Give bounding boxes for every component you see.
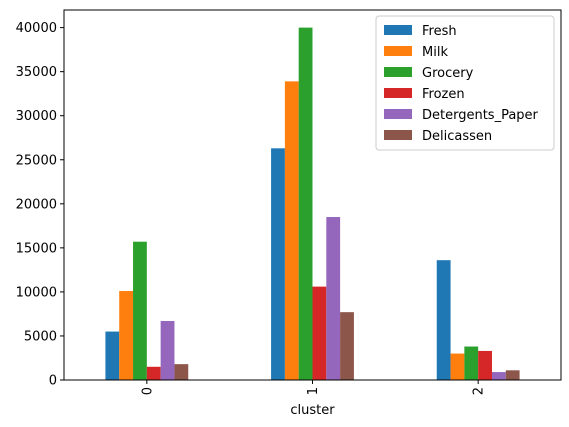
x-tick-label: 0 [140,387,155,395]
bar-fresh-cluster-1 [271,148,285,380]
legend-label: Grocery [422,66,474,81]
x-axis: 0 1 2 [140,380,487,395]
y-tick-label: 5000 [24,329,57,344]
y-tick-label: 25000 [16,153,57,168]
y-tick-label: 30000 [16,109,57,124]
bar-frozen-cluster-0 [146,366,161,380]
legend-label: Fresh [422,24,457,39]
legend-label: Detergents_Paper [422,108,539,123]
bar-detergents-paper-cluster-0 [160,320,175,380]
bar-delicassen-cluster-1 [340,312,354,380]
legend-swatch [384,88,412,98]
y-tick-label: 35000 [16,65,57,80]
y-tick-label: 40000 [16,21,57,36]
legend-box [375,15,555,151]
plot-area [105,27,520,381]
legend-label: Milk [422,45,448,60]
bar-grocery-cluster-2 [464,346,479,380]
legend-label: Frozen [422,87,465,102]
legend-swatch [384,46,412,56]
bar-fresh-cluster-0 [105,331,120,380]
y-tick-label: 10000 [16,285,57,300]
bar-milk-cluster-0 [119,291,134,380]
bar-milk-cluster-2 [450,353,465,380]
bar-detergents-paper-cluster-2 [491,372,506,380]
legend-label: Delicassen [422,129,492,144]
bar-frozen-cluster-2 [478,350,492,380]
bar-delicassen-cluster-2 [505,370,520,380]
bar-frozen-cluster-1 [312,286,327,380]
bar-delicassen-cluster-0 [174,364,189,380]
y-tick-label: 0 [49,374,57,389]
bar-detergents-paper-cluster-1 [326,217,341,380]
bar-grocery-cluster-1 [298,27,313,381]
legend-swatch [384,67,412,77]
legend-swatch [384,130,412,140]
legend-swatch [384,25,412,35]
x-tick-label: 2 [472,387,487,395]
x-axis-title: cluster [290,403,335,418]
y-tick-label: 20000 [16,197,57,212]
bar-milk-cluster-1 [284,81,299,381]
bar-fresh-cluster-2 [436,260,451,380]
y-tick-label: 15000 [16,241,57,256]
bar-grocery-cluster-0 [133,241,147,380]
x-tick-label: 1 [306,387,321,395]
legend: Fresh Milk Grocery Frozen Detergents_Paper De… [375,15,555,151]
y-axis: 0 5000 10000 15000 20000 25000 30000 35000 40000 [16,21,64,389]
legend-swatch [384,109,412,119]
